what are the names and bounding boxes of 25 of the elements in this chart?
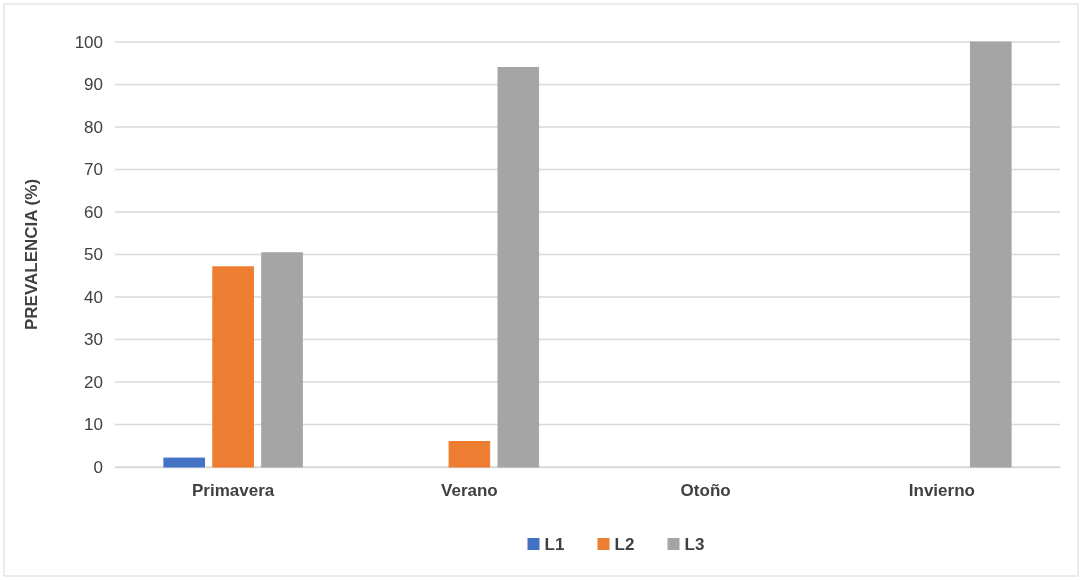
- y-tick-label: 0: [93, 457, 103, 477]
- bar: [212, 266, 254, 468]
- bar: [497, 67, 540, 468]
- y-tick-label: 50: [84, 245, 103, 265]
- y-tick-label: 70: [84, 160, 103, 180]
- y-tick-label: 80: [84, 117, 103, 137]
- y-tick-label: 20: [84, 372, 103, 392]
- bar: [261, 252, 303, 468]
- x-tick-label: Invierno: [908, 481, 975, 501]
- y-tick-label: 30: [84, 330, 103, 350]
- bar: [448, 441, 491, 468]
- x-tick-label: Primavera: [192, 481, 275, 501]
- x-tick-label: Otoño: [680, 481, 731, 501]
- y-tick-label: 10: [84, 415, 103, 435]
- legend-label: L1: [544, 535, 565, 554]
- y-tick-label: 90: [84, 75, 103, 95]
- legend-label: L3: [684, 535, 705, 554]
- legend-label: L2: [614, 535, 635, 554]
- bar: [163, 457, 206, 468]
- y-tick-label: 40: [84, 287, 103, 307]
- y-tick-label: 60: [84, 202, 103, 222]
- x-tick-label: Verano: [441, 481, 498, 501]
- y-axis-title: PREVALENCIA (%): [22, 178, 41, 331]
- bar: [969, 41, 1012, 468]
- y-tick-label: 100: [74, 32, 103, 52]
